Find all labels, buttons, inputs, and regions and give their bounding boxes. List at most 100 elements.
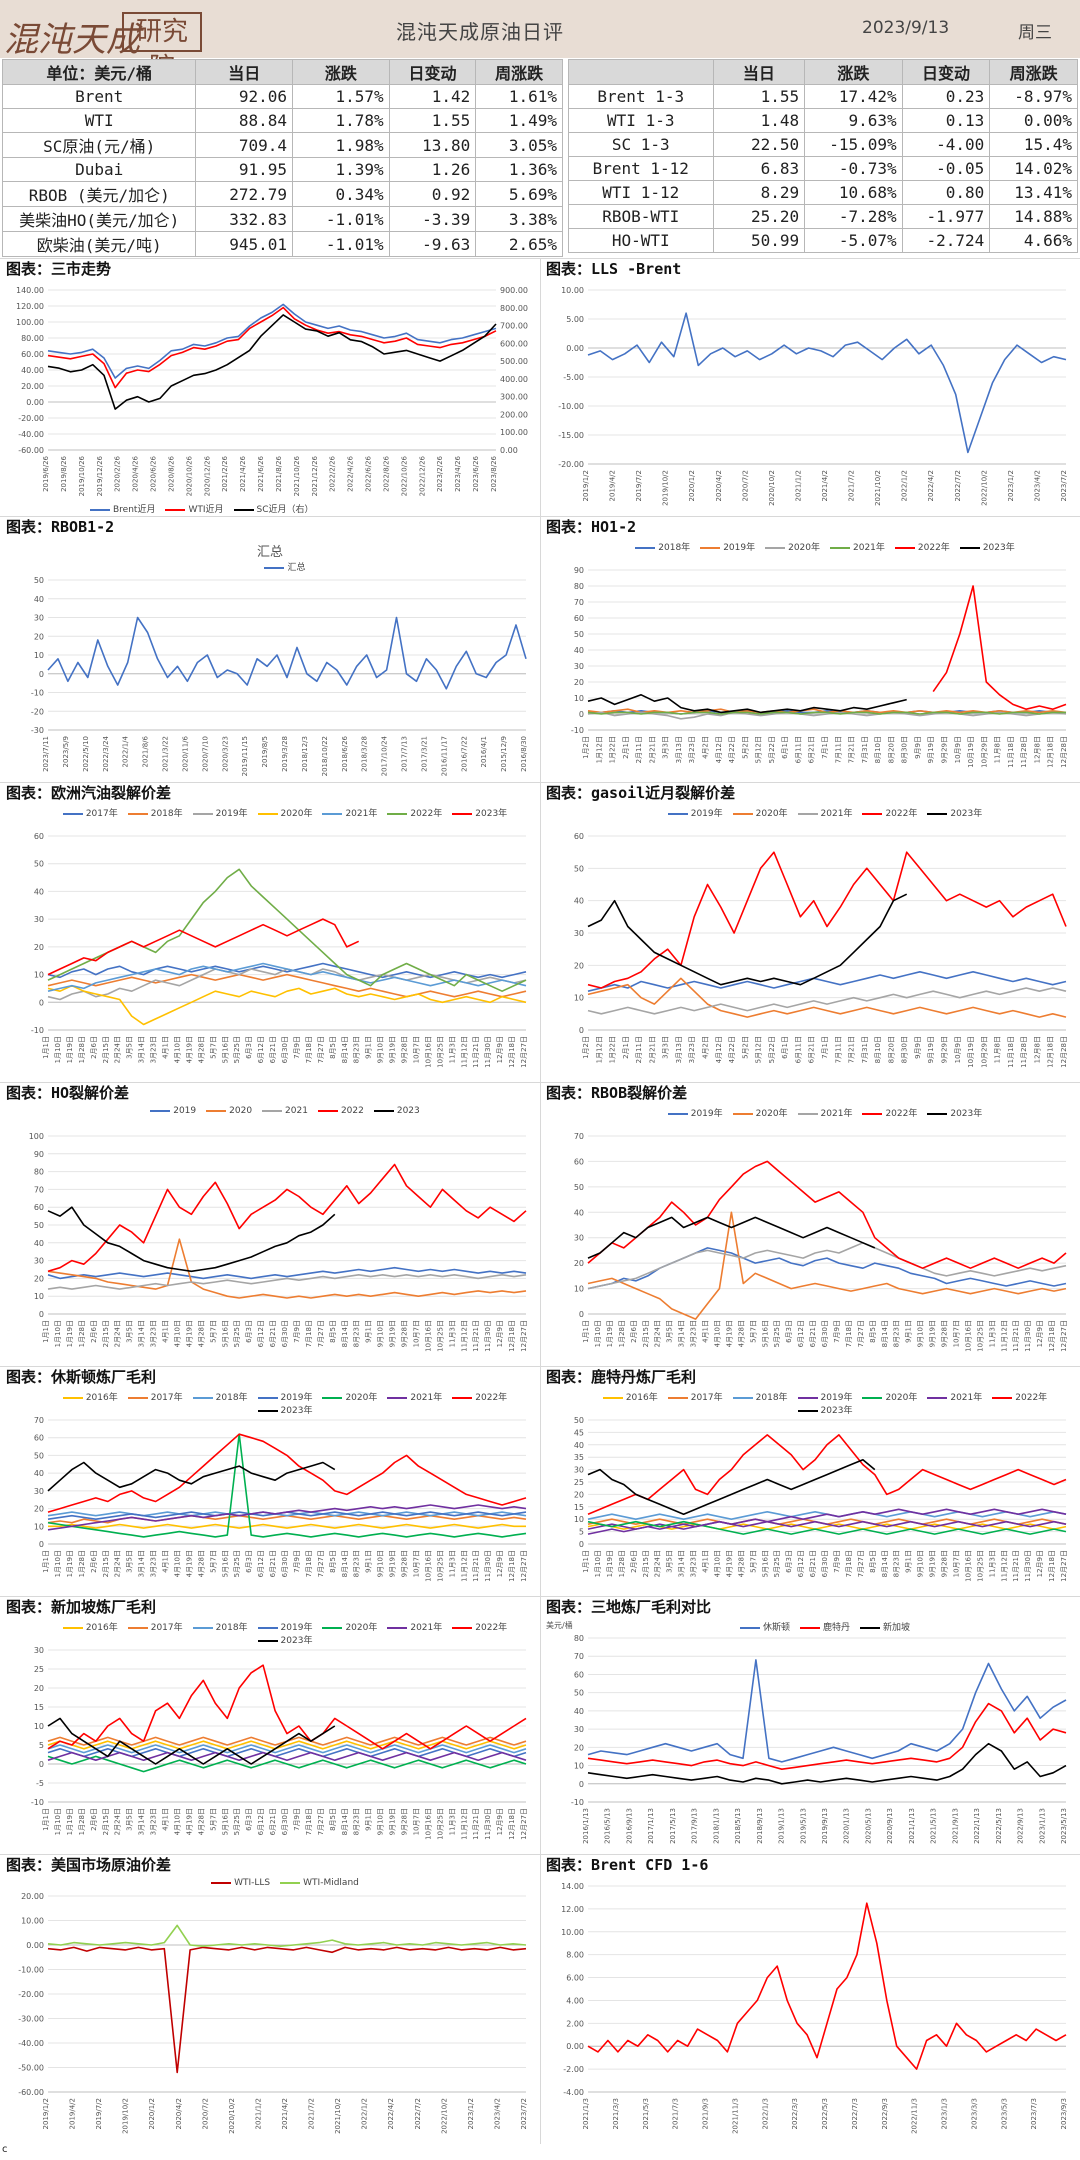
value-cell: 50.99 [712, 228, 806, 253]
legend-item: 2017年 [127, 1390, 183, 1403]
y-tick-label: 30 [574, 662, 584, 671]
x-tick-label: 10月16日 [424, 1036, 432, 1068]
footer-mark: c [2, 2144, 8, 2155]
x-tick-label: 11月3日 [988, 1550, 996, 1577]
x-tick-label: 6月3日 [785, 1320, 793, 1343]
x-tick-label: 4月2日 [702, 1036, 710, 1059]
x-tick-label: 4月12日 [715, 1036, 723, 1063]
x-tick-label: 6月3日 [245, 1550, 253, 1573]
x-tick-label: 4月10日 [713, 1320, 721, 1347]
x-tick-label: 2023/5/3 [1000, 2098, 1008, 2129]
x-tick-label: 12月9日 [496, 1550, 504, 1577]
x-tick-label: 4月10日 [173, 1036, 181, 1063]
legend-swatch [732, 1396, 753, 1399]
x-tick-label: 6月30日 [821, 1320, 829, 1347]
series-line-2022年 [47, 1433, 527, 1513]
value-cell: 13.80 [388, 132, 477, 158]
x-tick-label: 8月23日 [353, 1320, 361, 1347]
column-divider [540, 258, 541, 2144]
x-tick-label: 2月21日 [648, 1036, 656, 1063]
x-tick-label: 9月10日 [377, 1320, 385, 1347]
legend-label: 2016年 [85, 1623, 118, 1633]
x-tick-label: 11月12日 [1000, 1550, 1008, 1582]
x-tick-label: 2022/1/3 [761, 2098, 769, 2129]
x-tick-label: 6月30日 [281, 1808, 289, 1835]
x-tick-label: 11月21日 [1012, 1320, 1020, 1352]
x-tick-label: 1月1日 [42, 1550, 50, 1573]
series-line-新加坡 [587, 1742, 1067, 1785]
x-tick-label: 9月19日 [927, 1036, 935, 1063]
x-tick-label: 4月1日 [162, 1808, 170, 1831]
x-tick-label: 2023/8/26 [490, 455, 498, 491]
x-tick-label: 5月16日 [221, 1808, 229, 1835]
series-line-2021年 [47, 962, 527, 992]
legend-swatch [862, 1112, 883, 1115]
x-tick-label: 2月6日 [630, 1320, 638, 1343]
y-tick-label: -40.00 [18, 2039, 44, 2048]
legend-swatch [257, 1626, 278, 1629]
legend-item: 2018年 [635, 540, 690, 553]
legend-item: 2023年 [797, 1403, 853, 1416]
x-tick-label: 2017/9/13 [691, 1808, 699, 1844]
x-tick-label: 11月30日 [484, 1550, 492, 1582]
x-tick-label: 3月5日 [126, 1550, 134, 1573]
x-tick-label: 10月7日 [412, 1320, 420, 1347]
legend-item: 2022年 [992, 1390, 1047, 1403]
y-tick-label: 140.00 [16, 286, 44, 295]
x-tick-label: 4月12日 [715, 736, 723, 763]
row-label: 美柴油HO(美元/加仑) [1, 206, 197, 232]
legend-label: 2022年 [885, 1109, 918, 1119]
legend-swatch [373, 1109, 394, 1112]
x-tick-label: 2月21日 [648, 736, 656, 763]
x-tick-label: 4月28日 [197, 1320, 205, 1347]
y-tick-label: 30 [574, 1234, 584, 1243]
y-tick-label: 5 [39, 1741, 44, 1750]
chart-panel-c1: 图表：三市走势 140.00 120.00 100.00 80.00 60.00 40.00… [0, 258, 540, 516]
y2-tick-label: 800.00 [500, 304, 528, 313]
legend-label: 新加坡 [883, 1623, 911, 1633]
header-cell: 当日 [195, 59, 294, 85]
x-tick-label: 4月22日 [728, 736, 736, 763]
x-tick-label: 2023/7/3 [1030, 2098, 1038, 2129]
x-tick-label: 5月7日 [209, 1036, 217, 1059]
x-tick-label: 5月2日 [741, 736, 749, 759]
table-row: 欧柴油(美元/吨) 945.01 -1.01% -9.63 2.65% [1, 231, 563, 257]
x-tick-label: 7月9日 [293, 1036, 301, 1059]
x-tick-label: 2020/3/23 [221, 736, 229, 772]
x-tick-label: 11月3日 [448, 1550, 456, 1577]
legend-swatch [90, 508, 110, 511]
legend-label: 2023年 [820, 1406, 853, 1416]
legend-label: SC近月（右） [256, 505, 314, 515]
value-cell: 14.02% [989, 156, 1078, 181]
x-tick-label: 2018/1/13 [712, 1808, 720, 1844]
legend-swatch [927, 1396, 948, 1399]
value-cell: 14.88% [989, 204, 1078, 229]
x-tick-label: 4月19日 [725, 1550, 733, 1577]
legend-item: 2020年 [862, 1390, 917, 1403]
y-tick-label: 10 [574, 694, 584, 703]
series-line-2021年 [587, 1242, 1067, 1290]
x-tick-label: 2022/5/10 [82, 736, 90, 772]
chart-title: 图表：HO裂解价差 [6, 1084, 130, 1102]
legend-label: 2021年 [410, 1393, 443, 1403]
y2-tick-label: 0.00 [500, 446, 518, 455]
x-tick-label: 10月16日 [424, 1550, 432, 1582]
y-tick-label: 20.00 [21, 382, 44, 391]
x-tick-label: 5月25日 [233, 1036, 241, 1063]
x-tick-label: 12月18日 [1047, 1036, 1055, 1068]
chart-svg: 140.00 120.00 100.00 80.00 60.00 40.00 20.00 0.… [16, 286, 528, 496]
legend-item: 2023年 [257, 1403, 312, 1416]
x-tick-label: 6月30日 [281, 1036, 289, 1063]
header-cell: 涨跌 [292, 59, 390, 85]
x-tick-label: 4月10日 [713, 1550, 721, 1577]
value-cell: 0.80 [901, 180, 991, 205]
x-tick-label: 6月11日 [794, 1036, 802, 1063]
y-tick-label: 0 [579, 1310, 584, 1319]
y-tick-label: -20.00 [18, 414, 44, 423]
x-tick-label: 12月27日 [520, 1320, 528, 1352]
x-tick-label: 6月30日 [281, 1320, 289, 1347]
y-tick-label: 25 [34, 1665, 44, 1674]
legend-item: 2019年 [257, 1390, 312, 1403]
y-tick-label: 60 [34, 832, 44, 841]
